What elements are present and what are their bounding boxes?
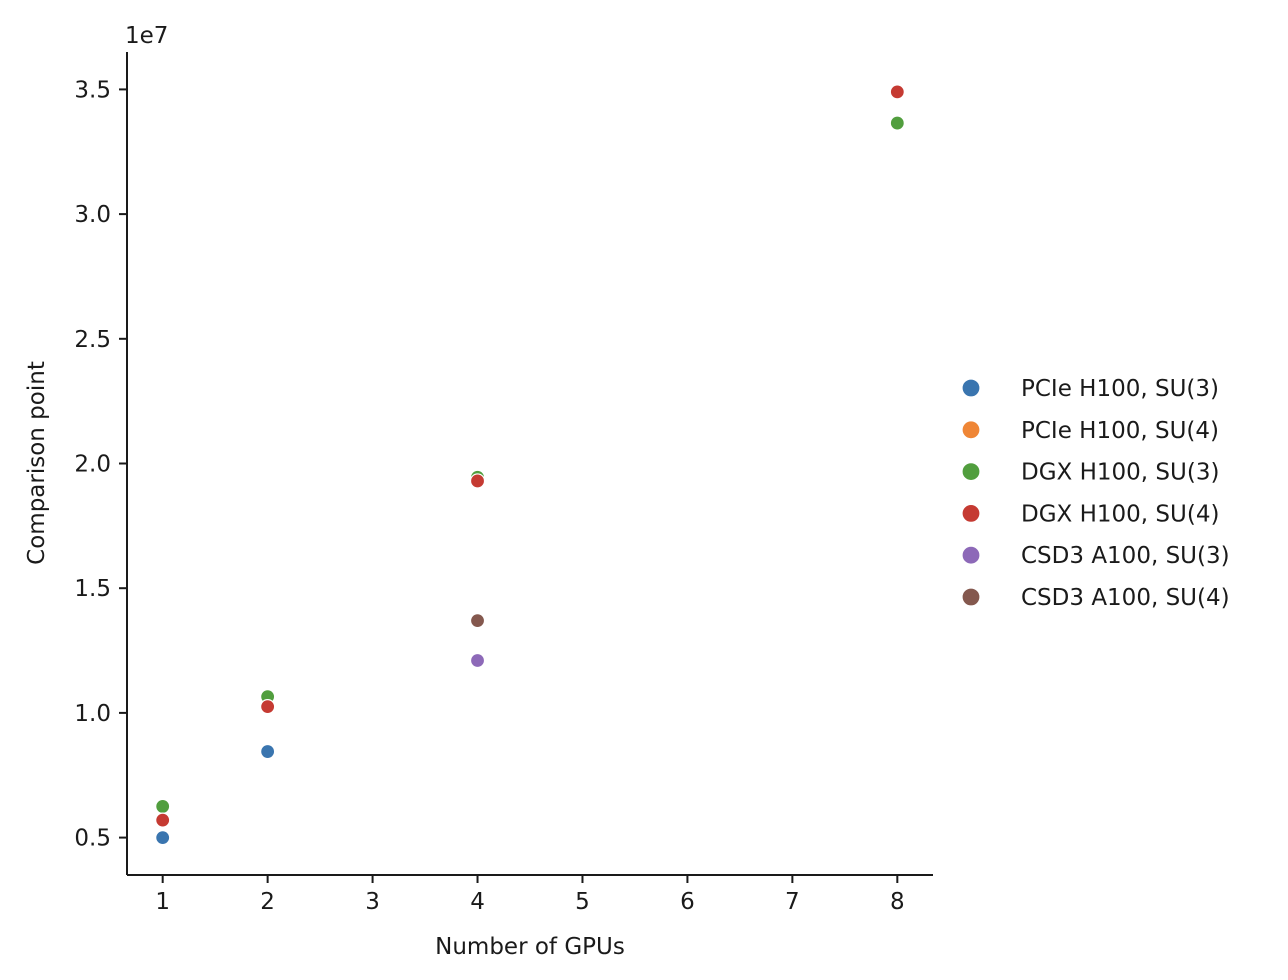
x-tick-label: 2 [260,889,275,915]
y-tick-label: 1.0 [74,701,111,727]
legend-marker [961,545,981,565]
legend-entry-label: DGX H100, SU(4) [1021,501,1219,527]
legend: PCIe H100, SU(3) PCIe H100, SU(4) DGX H100… [961,376,1230,611]
legend-marker [961,378,981,398]
data-point [469,652,486,669]
x-ticks: 1 2 3 4 5 6 7 8 [155,875,905,915]
data-point [469,473,486,489]
y-ticks: 0.5 1.0 1.5 2.0 2.5 3.0 3.5 [74,77,127,852]
data-point [155,829,171,846]
legend-entry-label: PCIe H100, SU(3) [1021,376,1219,402]
y-axis-offset-label: 1e7 [125,23,168,49]
legend-entry-label: PCIe H100, SU(4) [1021,418,1219,444]
legend-entry-label: DGX H100, SU(3) [1021,460,1219,486]
x-axis-label: Number of GPUs [435,934,625,960]
y-tick-label: 2.5 [74,327,111,353]
legend-entry-label: CSD3 A100, SU(3) [1021,543,1230,569]
data-points [155,84,905,846]
x-tick-label: 8 [890,889,905,915]
y-tick-label: 0.5 [74,826,111,852]
x-tick-label: 6 [680,889,695,915]
data-point [889,84,905,100]
x-tick-label: 7 [785,889,800,915]
y-tick-label: 2.0 [74,452,111,478]
x-tick-label: 1 [155,889,170,915]
data-point [469,613,486,629]
legend-marker [961,503,981,524]
data-point [155,798,171,815]
axes [126,52,933,876]
x-tick-label: 4 [470,889,485,915]
y-axis-label: Comparison point [24,361,50,565]
legend-entry-label: CSD3 A100, SU(4) [1021,585,1230,611]
data-point [155,812,171,828]
data-point [889,115,905,131]
legend-marker [961,587,981,607]
y-tick-label: 1.5 [74,576,111,602]
x-tick-label: 5 [575,889,590,915]
x-tick-label: 3 [365,889,380,915]
legend-marker [961,420,981,440]
legend-marker [961,462,981,482]
data-point [260,699,276,715]
y-tick-label: 3.5 [74,77,111,103]
data-point [260,743,276,760]
y-tick-label: 3.0 [74,202,111,228]
